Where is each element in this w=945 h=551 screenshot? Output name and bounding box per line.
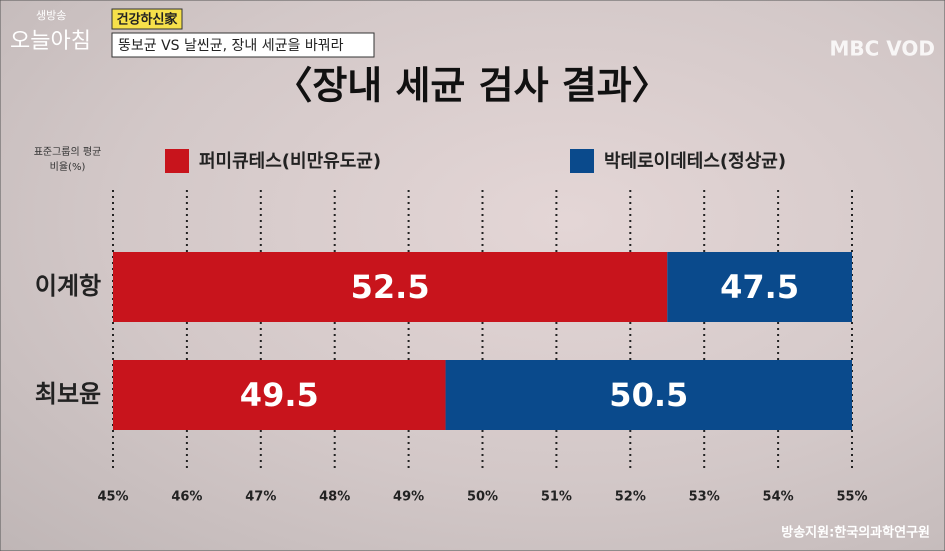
credit: 방송지원:한국의과학연구원 [781,525,930,541]
value-label: 50.5 [609,376,688,414]
chart-title: 〈장내 세균 검사 결과〉 [274,64,669,108]
x-tick-label: 48% [319,490,350,505]
x-tick-label: 54% [763,490,794,505]
x-tick-label: 50% [467,490,498,505]
headline-box [111,32,375,58]
x-tick-label: 51% [541,490,572,505]
bar [113,360,446,430]
legend-label: 박테로이데테스(정상균) [604,151,786,172]
bars [113,252,852,430]
y-tick-label: 최보윤 [35,380,101,408]
value-label: 49.5 [240,376,319,414]
legend-swatch [165,149,189,173]
bar [667,252,852,322]
segment-box [111,8,183,30]
x-tick-label: 49% [393,490,424,505]
channel-logo: MBC VOD [829,37,935,61]
value-label: 47.5 [720,268,799,306]
segment: 건강하신家 [117,12,179,28]
x-tick-label: 46% [171,490,202,505]
axis-label-box: 표준그룹의 평균비율(%) [33,147,102,173]
x-tick-label: 52% [615,490,646,505]
value-label: 52.5 [351,268,430,306]
x-tick-label: 53% [689,490,720,505]
axis-label: 표준그룹의 평균비율(%) [33,147,102,173]
legend-label: 퍼미큐테스(비만유도균) [199,151,381,172]
bar [113,252,668,322]
y-tick-label: 이계항 [35,272,101,300]
headline: 뚱보균 VS 날씬균, 장내 세균을 바꿔라 [118,38,344,54]
x-tick-label: 55% [836,490,867,505]
x-tick-label: 47% [245,490,276,505]
show-small: 생방송 [36,9,66,22]
show-logo: 오늘아침 [10,29,91,54]
bar [445,360,852,430]
legend-swatch [570,149,594,173]
x-tick-label: 45% [97,490,128,505]
